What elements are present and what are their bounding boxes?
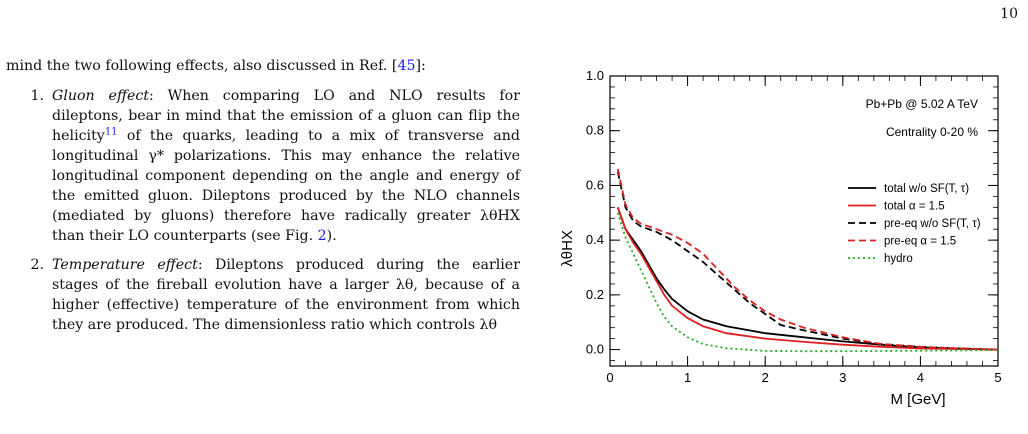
list-item-body: Temperature effect: Dileptons produced d… xyxy=(52,255,520,335)
y-tick-label: 1.0 xyxy=(586,68,604,83)
x-axis-label: M [GeV] xyxy=(890,391,945,408)
legend-entry: pre-eq α = 1.5 xyxy=(884,236,956,248)
y-axis-label: λθHX xyxy=(559,230,576,267)
effects-list: 1. Gluon effect: When comparing LO and N… xyxy=(6,86,520,335)
chart-annotation: Centrality 0-20 % xyxy=(886,125,978,139)
intro-text: mind the two following effects, also dis… xyxy=(6,58,398,74)
page-number: 10 xyxy=(1000,6,1018,22)
item-title: Gluon effect xyxy=(52,88,150,104)
x-tick-label: 5 xyxy=(994,370,1001,385)
intro-paragraph: mind the two following effects, also dis… xyxy=(6,56,520,76)
x-tick-label: 4 xyxy=(917,370,924,385)
legend-entry: pre-eq w/o SF(T, τ) xyxy=(884,218,981,230)
item-text: ). xyxy=(326,228,337,244)
figure-polarization-plot: 0 1 2 3 4 5 0.0 0.2 0.4 0.6 0.8 1.0 M [GeV] λθHX Pb+Pb… xyxy=(548,60,1018,430)
legend-entry: total α = 1.5 xyxy=(884,201,945,213)
legend-entry: total w/o SF(T, τ) xyxy=(884,183,969,195)
figure-link[interactable]: 2 xyxy=(317,228,327,244)
legend-entry: hydro xyxy=(884,253,913,265)
series-line xyxy=(616,171,999,351)
y-tick-label: 0.0 xyxy=(586,342,604,357)
y-tick-label: 0.6 xyxy=(586,177,604,192)
plot-frame xyxy=(609,75,999,367)
list-item-number: 1. xyxy=(30,88,44,104)
x-tick-label: 0 xyxy=(606,370,613,385)
list-item-number: 2. xyxy=(30,257,44,273)
x-tick-label: 1 xyxy=(684,370,691,385)
citation-link[interactable]: 45 xyxy=(397,58,416,74)
series-line xyxy=(616,207,999,351)
chart-svg: 0 1 2 3 4 5 0.0 0.2 0.4 0.6 0.8 1.0 M [GeV] λθHX Pb+Pb… xyxy=(559,68,1002,408)
body-text: mind the two following effects, also dis… xyxy=(6,56,520,344)
list-item: 1. Gluon effect: When comparing LO and N… xyxy=(6,86,520,246)
footnote-link[interactable]: 11 xyxy=(104,126,118,138)
list-item-body: Gluon effect: When comparing LO and NLO … xyxy=(52,86,520,246)
chart-annotation: Pb+Pb @ 5.02 A TeV xyxy=(866,97,978,111)
series-line xyxy=(616,212,999,353)
y-tick-label: 0.8 xyxy=(586,123,604,138)
intro-text-end: ]: xyxy=(415,58,426,74)
x-tick-label: 2 xyxy=(762,370,769,385)
item-title: Temperature effect xyxy=(52,257,198,273)
list-item: 2. Temperature effect: Dileptons produce… xyxy=(6,255,520,335)
y-tick-label: 0.4 xyxy=(586,232,604,247)
x-tick-label: 3 xyxy=(839,370,846,385)
item-text: : Dileptons produced during the earlier … xyxy=(52,257,520,333)
y-tick-label: 0.2 xyxy=(586,287,604,302)
item-text: : When comparing LO and NLO results for … xyxy=(52,88,520,144)
series-line xyxy=(616,168,999,351)
item-text: of the quarks, leading to a mix of trans… xyxy=(52,128,520,244)
